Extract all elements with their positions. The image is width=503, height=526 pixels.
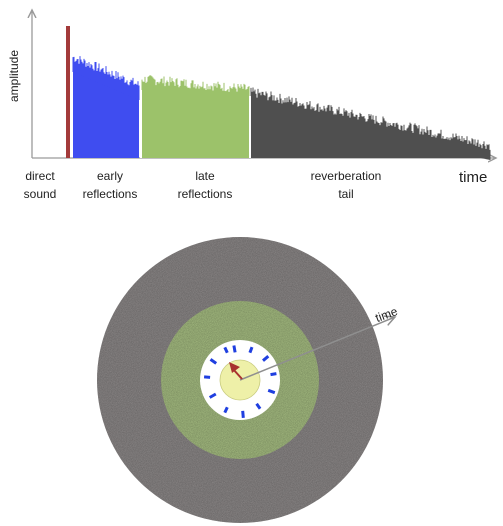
early-reflection-dash [203,375,211,379]
early-reflection-dashes [203,345,277,419]
y-axis-label: amplitude [7,50,21,102]
reflection-rings-diagram: time [97,237,400,523]
early-reflection-dash [208,392,217,399]
early-reflection-dash [209,358,218,365]
time-arrow [239,317,395,381]
early-reflections-label-2: reflections [83,187,138,201]
early-reflection-dash [232,345,237,353]
impulse-response-chart: amplitude time direct sound early reflec… [7,10,496,201]
direct-sound-spike [66,26,70,158]
amplitude-bars [72,56,491,160]
early-reflection-dash [248,346,254,354]
early-reflections-label: early [97,169,123,183]
x-axis-label: time [459,169,487,186]
late-reflections-label-2: reflections [178,187,233,201]
early-reflection-dash [262,355,270,362]
time-arrow-label: time [373,304,399,325]
early-reflection-dash [223,406,229,414]
early-reflection-dash [223,346,229,354]
reverberation-tail-label: reverberation [311,169,382,183]
late-reflections-label: late [195,169,215,183]
early-reflection-dash [241,410,245,419]
early-reflection-dash [270,372,277,377]
reverberation-tail-label-2: tail [338,187,353,201]
early-reflection-dash [267,388,276,395]
direct-sound-arrow-icon [229,362,243,380]
direct-sound-label: direct [25,169,55,183]
early-reflection-dash [255,402,262,410]
direct-sound-label-2: sound [24,187,57,201]
